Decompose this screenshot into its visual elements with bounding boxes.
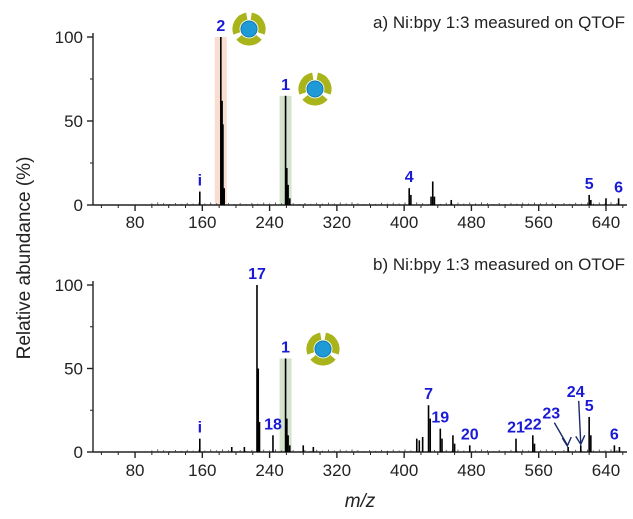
- peak-label: 5: [585, 176, 594, 193]
- ring-segment-icon: [232, 12, 248, 35]
- peak-label: 1: [281, 77, 290, 94]
- peak-label: 7: [424, 386, 433, 403]
- peak-label: 22: [524, 416, 542, 433]
- ring-segment-icon: [250, 12, 266, 35]
- y-tick-label: 50: [64, 360, 83, 379]
- peak-label: 1: [281, 339, 290, 356]
- ring-segment-icon: [310, 354, 336, 366]
- y-tick-label: 100: [55, 276, 83, 295]
- x-tick-label: 640: [592, 461, 620, 480]
- ni-sphere-icon: [314, 340, 332, 358]
- x-tick-label: 400: [390, 461, 418, 480]
- peak-label: 18: [264, 416, 282, 433]
- peak-label: i: [198, 420, 202, 437]
- peak-label: 24: [567, 384, 585, 401]
- complex-icon-2: [232, 12, 266, 46]
- peak-label: 6: [610, 426, 619, 443]
- complex-icon-1: [306, 332, 340, 366]
- x-tick-label: 240: [255, 461, 283, 480]
- x-tick-label: 160: [188, 461, 216, 480]
- ring-segment-icon: [302, 94, 328, 106]
- x-tick-label: 480: [457, 213, 485, 232]
- ring-segment-icon: [236, 34, 262, 46]
- x-tick-label: 80: [126, 461, 145, 480]
- peak-label: 21: [507, 420, 525, 437]
- arrowhead-icon: [561, 436, 572, 448]
- y-tick-label: 50: [64, 112, 83, 131]
- peak-label: 19: [431, 410, 449, 427]
- x-tick-label: 80: [126, 213, 145, 232]
- x-tick-label: 240: [255, 213, 283, 232]
- baseline-noise: [151, 202, 618, 205]
- arrowhead-icon: [575, 435, 586, 446]
- y-tick-label: 100: [55, 28, 83, 47]
- peak-label: i: [198, 173, 202, 190]
- peak-label: 17: [248, 266, 266, 283]
- y-axis-title: Relative abundance (%): [14, 157, 35, 360]
- ring-segment-icon: [306, 332, 322, 355]
- y-tick-label: 0: [74, 196, 83, 215]
- x-tick-label: 480: [457, 461, 485, 480]
- peak-label: 23: [542, 406, 560, 423]
- peak-label: 2: [216, 18, 225, 35]
- x-tick-label: 560: [525, 461, 553, 480]
- y-tick-label: 0: [74, 443, 83, 462]
- panel-title: a) Ni:bpy 1:3 measured on QTOF: [373, 13, 625, 32]
- ni-sphere-icon: [306, 80, 324, 98]
- panel-a: 0 50 100 80 160 240 320 400 480 560 640 i 2 1 4 5 6 a) Ni…: [55, 12, 627, 232]
- x-tick-label: 640: [592, 213, 620, 232]
- x-tick-label: 400: [390, 213, 418, 232]
- ring-segment-icon: [316, 72, 332, 95]
- peak-label: 6: [614, 179, 623, 196]
- peak-label: 5: [585, 398, 594, 415]
- ni-sphere-icon: [240, 20, 258, 38]
- peak-label: 4: [405, 169, 414, 186]
- ring-segment-icon: [298, 72, 314, 95]
- x-tick-label: 160: [188, 213, 216, 232]
- x-tick-label: 320: [323, 213, 351, 232]
- x-tick-label: 560: [525, 213, 553, 232]
- x-tick-label: 320: [323, 461, 351, 480]
- ring-segment-icon: [324, 332, 340, 355]
- x-axis-title: m/z: [345, 491, 376, 512]
- panel-title: b) Ni:bpy 1:3 measured on OTOF: [373, 255, 625, 274]
- complex-icon-1: [298, 72, 332, 106]
- peak-label: 20: [461, 426, 479, 443]
- annotation-arrow: [578, 400, 582, 444]
